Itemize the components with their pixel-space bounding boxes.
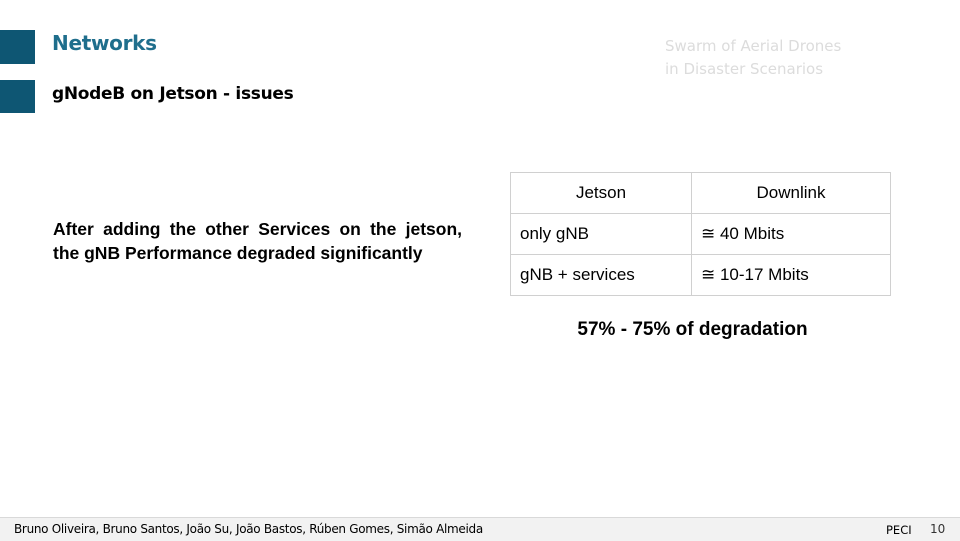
table-cell: ≅ 10-17 Mbits bbox=[691, 254, 891, 296]
footer-course: PECI bbox=[886, 523, 912, 537]
body-text: After adding the other Services on the j… bbox=[53, 219, 462, 263]
project-title: Swarm of Aerial Drones in Disaster Scena… bbox=[665, 35, 841, 81]
accent-block-section bbox=[0, 30, 35, 64]
footer-authors: Bruno Oliveira, Bruno Santos, João Su, J… bbox=[14, 522, 483, 536]
table-header-jetson: Jetson bbox=[510, 172, 692, 214]
project-title-line2: in Disaster Scenarios bbox=[665, 60, 824, 78]
table-header-downlink: Downlink bbox=[691, 172, 891, 214]
performance-table: Jetson Downlink only gNB ≅ 40 Mbits gNB … bbox=[510, 172, 891, 296]
table-row: only gNB ≅ 40 Mbits bbox=[510, 213, 891, 255]
accent-block-title bbox=[0, 80, 35, 113]
table-header-row: Jetson Downlink bbox=[510, 172, 891, 214]
degradation-caption: 57% - 75% of degradation bbox=[577, 319, 808, 340]
table-cell: gNB + services bbox=[510, 254, 692, 296]
project-title-line1: Swarm of Aerial Drones bbox=[665, 37, 842, 55]
table-row: gNB + services ≅ 10-17 Mbits bbox=[510, 254, 891, 296]
page-number: 10 bbox=[930, 522, 946, 536]
table-cell: only gNB bbox=[510, 213, 692, 255]
footer: Bruno Oliveira, Bruno Santos, João Su, J… bbox=[0, 517, 960, 541]
table-cell: ≅ 40 Mbits bbox=[691, 213, 891, 255]
section-title: Networks bbox=[52, 31, 157, 55]
slide-title: gNodeB on Jetson - issues bbox=[52, 84, 294, 104]
